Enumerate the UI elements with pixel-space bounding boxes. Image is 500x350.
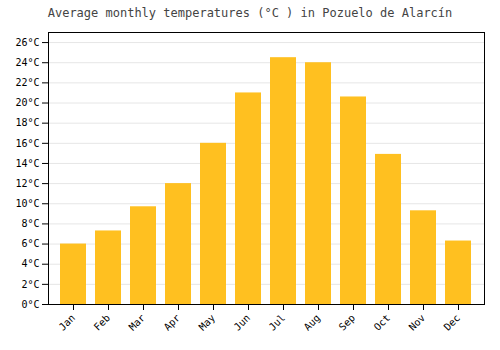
html-text:Average monthly temperatures (: Average monthly temperatures (°C ) in Po… — [47, 6, 453, 20]
svg-text:Oct: Oct — [372, 312, 393, 333]
svg-text:Aug: Aug — [302, 312, 323, 333]
svg-text:0°C: 0°C — [21, 299, 39, 310]
svg-text:18°C: 18°C — [15, 117, 39, 128]
svg-text:12°C: 12°C — [15, 178, 39, 189]
svg-text:6°C: 6°C — [21, 238, 39, 249]
svg-text:May: May — [197, 312, 218, 333]
svg-text:Sep: Sep — [337, 312, 358, 333]
svg-text:Apr: Apr — [162, 312, 183, 333]
svg-text:Dec: Dec — [442, 312, 463, 333]
svg-text:24°C: 24°C — [15, 57, 39, 68]
svg-text:Mar: Mar — [127, 312, 148, 333]
svg-text:20°C: 20°C — [15, 97, 39, 108]
svg-text:22°C: 22°C — [15, 77, 39, 88]
svg-text:Nov: Nov — [407, 312, 428, 333]
svg-text:Jan: Jan — [57, 312, 78, 333]
svg-text:16°C: 16°C — [15, 138, 39, 149]
svg-text:Jun: Jun — [232, 312, 253, 333]
svg-text:4°C: 4°C — [21, 258, 39, 269]
svg-text:10°C: 10°C — [15, 198, 39, 209]
svg-text:14°C: 14°C — [15, 158, 39, 169]
svg-text:2°C: 2°C — [21, 279, 39, 290]
svg-text:8°C: 8°C — [21, 218, 39, 229]
svg-text:Jul: Jul — [267, 312, 288, 333]
svg-text:Feb: Feb — [92, 312, 113, 333]
svg-text:26°C: 26°C — [15, 37, 39, 48]
